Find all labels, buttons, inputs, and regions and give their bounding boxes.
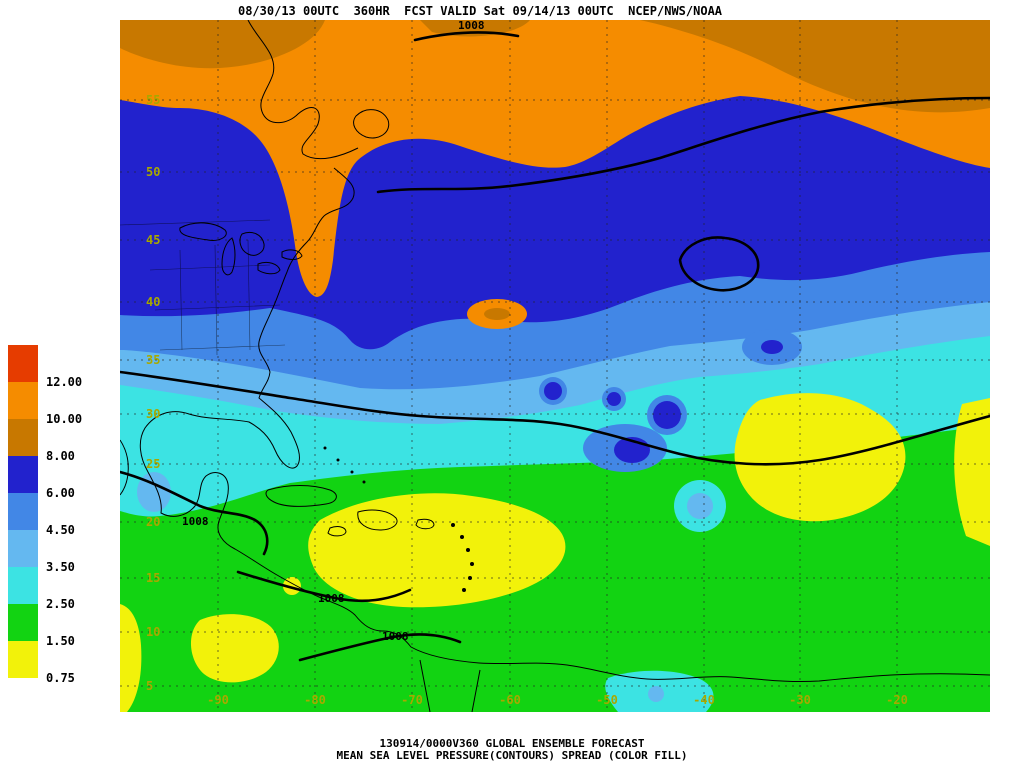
legend-value-label: 8.00 [46, 449, 75, 463]
lat-tick-label: 20 [146, 515, 160, 529]
legend-swatch [8, 567, 38, 604]
legend-value-label: 12.00 [46, 375, 83, 389]
legend-value-label: 1.50 [46, 634, 75, 648]
lon-tick-label: -40 [693, 693, 715, 707]
lon-tick-label: -50 [596, 693, 618, 707]
contour-value-label: 1008 [382, 630, 409, 643]
lon-tick-label: -90 [207, 693, 229, 707]
lat-tick-label: 45 [146, 233, 160, 247]
legend-swatch [8, 493, 38, 530]
contour-value-label: 1008 [318, 592, 345, 605]
great-lakes [179, 222, 303, 276]
legend-swatch [8, 419, 38, 456]
legend-value-label: 2.50 [46, 597, 75, 611]
legend-row: 2.50 [8, 567, 75, 611]
legend-swatch [8, 456, 38, 493]
legend-swatch [8, 530, 38, 567]
lon-tick-label: -20 [886, 693, 908, 707]
legend-row: 8.00 [8, 419, 75, 463]
lat-lon-grid [120, 20, 990, 712]
map-area: 55 50 45 40 35 30 25 20 15 10 5 -90 -80 -70 -60 -50 -40 -… [118, 19, 992, 713]
legend-value-label: 0.75 [46, 671, 75, 685]
ensemble-spread-map: 55 50 45 40 35 30 25 20 15 10 5 -90 -80 -70 -60 -50 -40 -… [118, 19, 992, 713]
spread-fill-field [120, 20, 990, 712]
lat-tick-label: 15 [146, 571, 160, 585]
lon-tick-label: -70 [401, 693, 423, 707]
lat-tick-label: 5 [146, 679, 153, 693]
lat-tick-label: 25 [146, 457, 160, 471]
legend-value-label: 6.00 [46, 486, 75, 500]
legend-swatch [8, 604, 38, 641]
legend-swatch [8, 641, 38, 678]
legend-row: 12.00 [8, 345, 82, 389]
legend-row: 4.50 [8, 493, 75, 537]
legend-value-label: 3.50 [46, 560, 75, 574]
geo-tick-labels: 55 50 45 40 35 30 25 20 15 10 5 -90 -80 -70 -60 -50 -40 -… [146, 93, 908, 707]
map-caption: 130914/0000V360 GLOBAL ENSEMBLE FORECAST… [0, 738, 1024, 762]
contour-value-label: 1008 [458, 20, 485, 32]
island-dots [323, 446, 474, 592]
page-title: 08/30/13 00UTC 360HR FCST VALID Sat 09/1… [237, 4, 723, 18]
contour-value-labels: 1008 1008 1008 1008 [182, 19, 485, 643]
lat-tick-label: 30 [146, 407, 160, 421]
legend-row: 0.75 [8, 641, 75, 685]
legend-value-label: 10.00 [46, 412, 83, 426]
lon-tick-label: -60 [499, 693, 521, 707]
caption-line2: MEAN SEA LEVEL PRESSURE(CONTOURS) SPREAD… [336, 749, 688, 762]
legend-row: 10.00 [8, 382, 82, 426]
color-scale-legend: 12.00 10.00 8.00 6.00 4.50 3.50 2.50 1.50 0.75 [8, 345, 108, 685]
lat-tick-label: 10 [146, 625, 160, 639]
caption-line1: 130914/0000V360 GLOBAL ENSEMBLE FORECAST [379, 737, 645, 750]
legend-row: 3.50 [8, 530, 75, 574]
legend-value-label: 4.50 [46, 523, 75, 537]
lat-tick-label: 35 [146, 353, 160, 367]
legend-swatch [8, 382, 38, 419]
legend-swatch [8, 345, 38, 382]
state-borders [119, 219, 286, 356]
contour-value-label: 1008 [182, 515, 209, 528]
pressure-contours [118, 31, 992, 662]
lon-tick-label: -80 [304, 693, 326, 707]
legend-row: 6.00 [8, 456, 75, 500]
lon-tick-label: -30 [789, 693, 811, 707]
lat-tick-label: 55 [146, 93, 160, 107]
lat-tick-label: 40 [146, 295, 160, 309]
legend-row: 1.50 [8, 604, 75, 648]
coastlines [119, 19, 991, 713]
lat-tick-label: 50 [146, 165, 160, 179]
